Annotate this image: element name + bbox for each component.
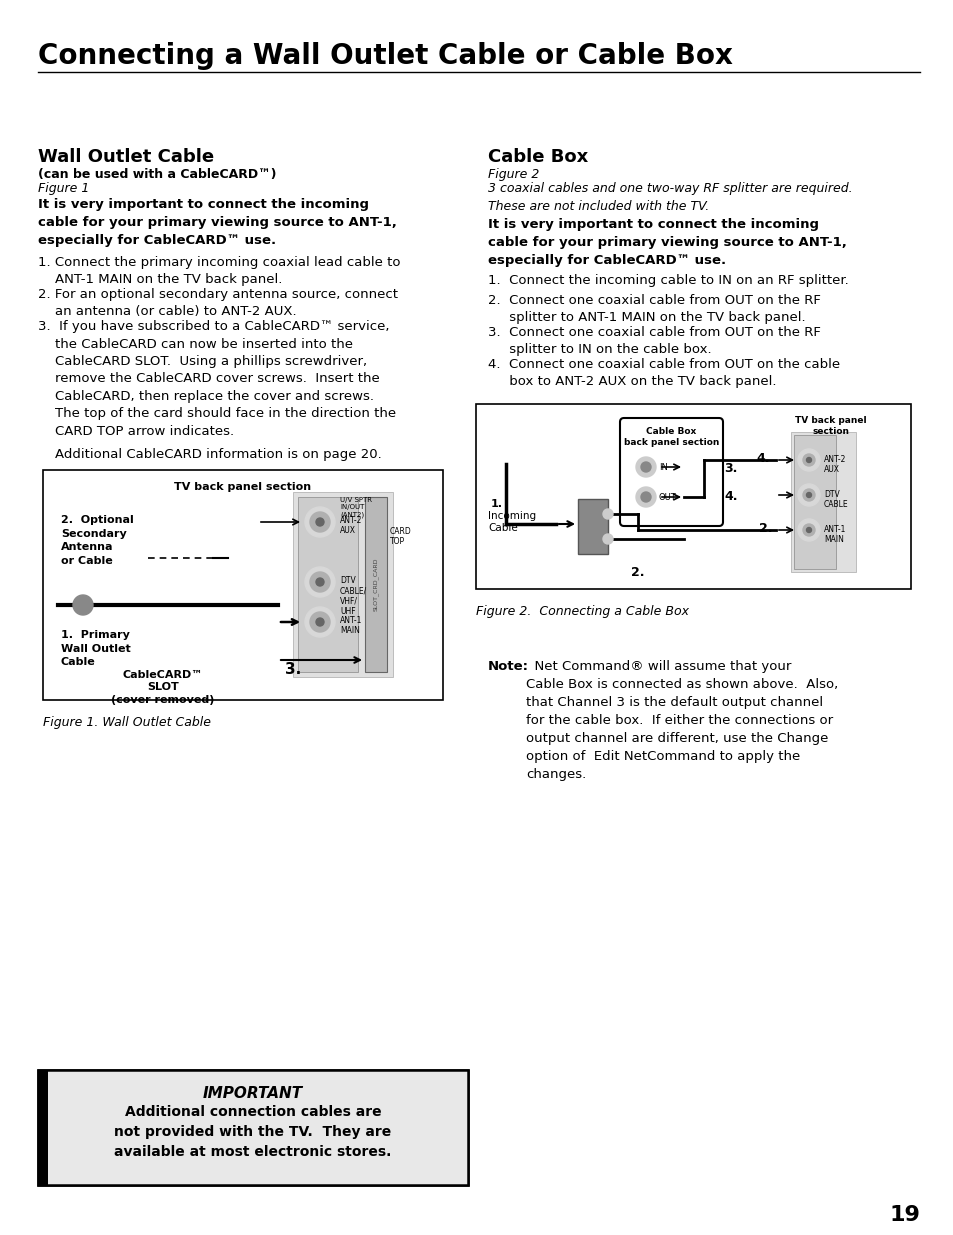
Text: 3.  If you have subscribed to a CableCARD™ service,
    the CableCARD can now be: 3. If you have subscribed to a CableCARD… [38,320,395,438]
Circle shape [805,493,811,498]
Text: 1. Connect the primary incoming coaxial lead cable to
    ANT-1 MAIN on the TV b: 1. Connect the primary incoming coaxial … [38,256,400,287]
FancyBboxPatch shape [43,471,442,700]
FancyBboxPatch shape [48,1070,468,1186]
Circle shape [640,492,650,501]
FancyBboxPatch shape [365,496,387,672]
Text: Figure 1. Wall Outlet Cable: Figure 1. Wall Outlet Cable [43,716,211,729]
Text: 2. For an optional secondary antenna source, connect
    an antenna (or cable) t: 2. For an optional secondary antenna sou… [38,288,397,319]
Circle shape [797,450,820,471]
Text: 1.  Primary
Wall Outlet
Cable: 1. Primary Wall Outlet Cable [61,630,131,667]
Text: OUT: OUT [659,493,676,501]
Text: U/V SPTR
IN/OUT
(ANT2): U/V SPTR IN/OUT (ANT2) [339,496,372,517]
Text: 4.: 4. [755,452,769,466]
Text: SLOT_CRD_CARD: SLOT_CRD_CARD [373,558,378,611]
FancyBboxPatch shape [578,499,607,555]
FancyBboxPatch shape [790,432,855,572]
Circle shape [310,613,330,632]
Text: ANT-1
MAIN: ANT-1 MAIN [339,616,362,635]
Circle shape [310,572,330,592]
Circle shape [640,462,650,472]
FancyBboxPatch shape [38,1070,48,1186]
Text: ANT-1
MAIN: ANT-1 MAIN [823,525,845,543]
FancyBboxPatch shape [293,492,393,677]
Text: 2.: 2. [759,522,772,535]
Text: Figure 1: Figure 1 [38,182,90,195]
Text: 19: 19 [888,1205,919,1225]
Circle shape [315,618,324,626]
Text: 2.  Optional
Secondary
Antenna
or Cable: 2. Optional Secondary Antenna or Cable [61,515,133,566]
Circle shape [797,519,820,541]
Text: Additional connection cables are
not provided with the TV.  They are
available a: Additional connection cables are not pro… [114,1105,392,1160]
Text: Connecting a Wall Outlet Cable or Cable Box: Connecting a Wall Outlet Cable or Cable … [38,42,732,70]
Text: Note:: Note: [488,659,529,673]
FancyBboxPatch shape [297,496,357,672]
Circle shape [636,457,656,477]
Text: DTV
CABLE: DTV CABLE [823,490,848,509]
Text: Figure 2: Figure 2 [488,168,538,182]
Circle shape [602,509,613,519]
FancyBboxPatch shape [619,417,722,526]
Circle shape [636,487,656,508]
Text: CableCARD™
SLOT
(cover removed): CableCARD™ SLOT (cover removed) [112,671,214,705]
Text: ANT-2
AUX: ANT-2 AUX [823,454,845,474]
Text: Cable Box
back panel section: Cable Box back panel section [623,427,719,447]
Text: 3.  Connect one coaxial cable from OUT on the RF
     splitter to IN on the cabl: 3. Connect one coaxial cable from OUT on… [488,326,820,357]
Text: TV back panel section: TV back panel section [174,482,312,492]
Text: IN: IN [659,463,667,472]
Text: Wall Outlet Cable: Wall Outlet Cable [38,148,213,165]
Text: Incoming
Cable: Incoming Cable [488,511,536,534]
Circle shape [802,454,814,466]
Circle shape [305,508,335,537]
Text: Cable Box: Cable Box [488,148,588,165]
FancyBboxPatch shape [793,435,835,569]
Text: 4.: 4. [723,490,737,503]
Text: 4.  Connect one coaxial cable from OUT on the cable
     box to ANT-2 AUX on the: 4. Connect one coaxial cable from OUT on… [488,358,840,389]
Circle shape [73,595,92,615]
Text: ANT-2
AUX: ANT-2 AUX [339,516,362,536]
Text: CARD
TOP: CARD TOP [390,527,412,546]
Text: DTV
CABLE/
VHF/
UHF: DTV CABLE/ VHF/ UHF [339,576,367,616]
Circle shape [802,489,814,501]
FancyBboxPatch shape [476,404,910,589]
Circle shape [315,517,324,526]
Text: It is very important to connect the incoming
cable for your primary viewing sour: It is very important to connect the inco… [38,198,396,247]
Circle shape [805,527,811,532]
Text: Figure 2.  Connecting a Cable Box: Figure 2. Connecting a Cable Box [476,605,688,618]
Text: 2.  Connect one coaxial cable from OUT on the RF
     splitter to ANT-1 MAIN on : 2. Connect one coaxial cable from OUT on… [488,294,820,325]
Text: It is very important to connect the incoming
cable for your primary viewing sour: It is very important to connect the inco… [488,219,846,267]
Text: 3 coaxial cables and one two-way RF splitter are required.
These are not include: 3 coaxial cables and one two-way RF spli… [488,182,852,212]
Circle shape [310,513,330,532]
Text: IMPORTANT: IMPORTANT [203,1086,303,1100]
Text: Net Command® will assume that your
Cable Box is connected as shown above.  Also,: Net Command® will assume that your Cable… [525,659,838,781]
Text: 1.  Connect the incoming cable to IN on an RF splitter.: 1. Connect the incoming cable to IN on a… [488,274,848,287]
Circle shape [305,606,335,637]
Text: TV back panel
section: TV back panel section [795,416,866,436]
Circle shape [305,567,335,597]
Circle shape [802,524,814,536]
Circle shape [602,534,613,543]
FancyBboxPatch shape [38,1070,468,1186]
Text: Additional CableCARD information is on page 20.: Additional CableCARD information is on p… [38,448,381,461]
Text: 1.: 1. [491,499,502,509]
Text: (can be used with a CableCARD™): (can be used with a CableCARD™) [38,168,276,182]
Circle shape [315,578,324,585]
Circle shape [805,457,811,462]
Circle shape [797,484,820,506]
Text: 2.: 2. [630,566,644,579]
Text: 3.: 3. [723,462,737,475]
Text: 3.: 3. [285,662,301,677]
